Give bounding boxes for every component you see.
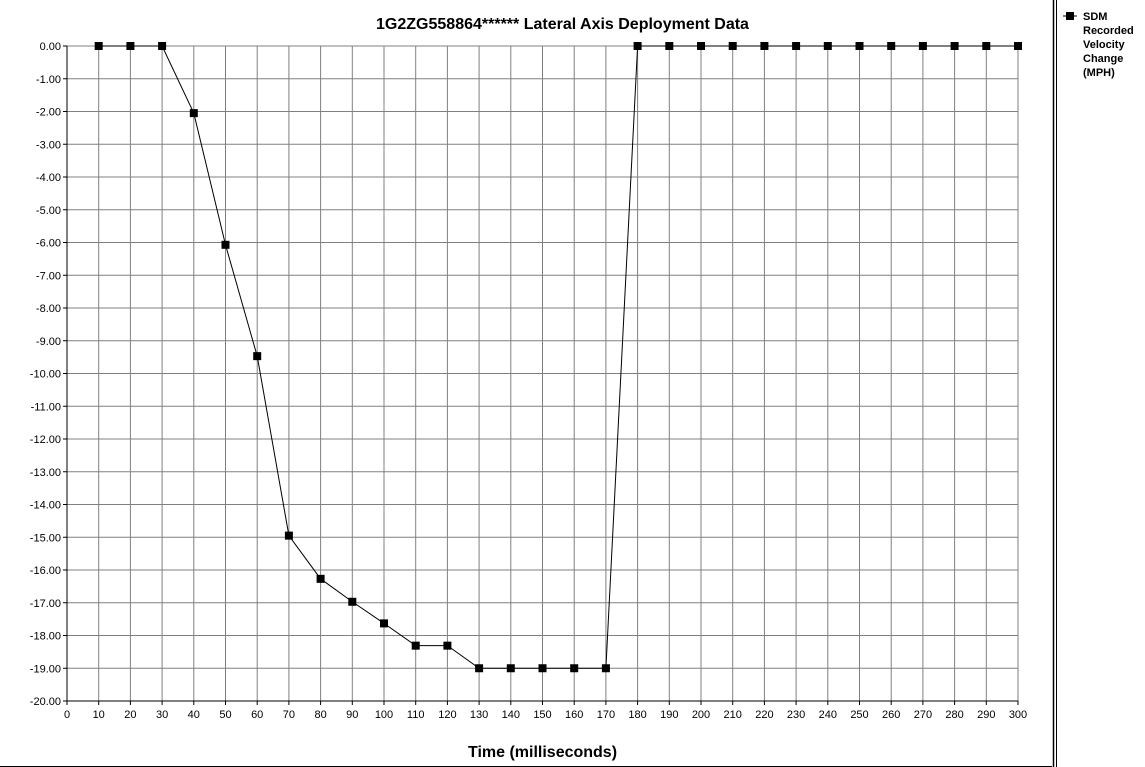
data-point-marker: [443, 641, 452, 650]
x-tick-label: 100: [375, 709, 393, 721]
y-tick-label: -15.00: [30, 532, 61, 544]
x-tick-label: 260: [882, 709, 900, 721]
x-tick-label: 30: [156, 709, 168, 721]
axes: 0.00 -1.00 -2.00 -3.00 -4.00 -5.00 -6.00 -7.00 -…: [30, 41, 1027, 721]
data-point-marker: [411, 641, 420, 650]
data-point-marker: [601, 664, 610, 673]
data-point-marker: [855, 42, 864, 50]
data-point-marker: [665, 42, 674, 50]
data-point-marker: [221, 240, 230, 249]
x-tick-label: 240: [819, 709, 837, 721]
legend: SDM Recorded Velocity Change (MPH): [1063, 11, 1134, 79]
data-point-marker: [506, 664, 515, 673]
y-tick-label: -9.00: [36, 336, 61, 348]
y-tick-label: -5.00: [36, 205, 61, 217]
data-point-marker: [792, 42, 801, 50]
x-tick-label: 170: [597, 709, 615, 721]
x-tick-label: 190: [660, 709, 678, 721]
x-tick-label: 160: [565, 709, 583, 721]
legend-marker: [1066, 12, 1074, 20]
x-tick-label: 120: [438, 709, 456, 721]
x-tick-label: 230: [787, 709, 805, 721]
y-tick-label: -1.00: [36, 74, 61, 86]
data-point-marker: [823, 42, 832, 50]
data-point-marker: [918, 42, 927, 50]
x-tick-label: 80: [314, 709, 326, 721]
data-point-marker: [158, 42, 167, 50]
x-tick-label: 60: [251, 709, 263, 721]
data-point-marker: [633, 42, 642, 50]
x-tick-label: 270: [914, 709, 932, 721]
data-point-marker: [316, 574, 325, 583]
x-tick-label: 40: [188, 709, 200, 721]
x-axis-label: Time (milliseconds): [468, 744, 617, 761]
y-tick-label: -10.00: [30, 369, 61, 381]
data-point-marker: [475, 664, 484, 673]
y-tick-label: 0.00: [40, 41, 61, 53]
y-tick-label: -18.00: [30, 631, 61, 643]
x-tick-label: 290: [977, 709, 995, 721]
data-point-marker: [760, 42, 769, 50]
data-point-marker: [284, 531, 293, 540]
data-point-marker: [1014, 42, 1022, 50]
x-tick-label: 300: [1009, 709, 1027, 721]
x-tick-label: 210: [724, 709, 742, 721]
y-tick-label: -17.00: [30, 598, 61, 610]
x-tick-label: 10: [93, 709, 105, 721]
x-tick-label: 220: [755, 709, 773, 721]
series-layer: [94, 42, 1022, 673]
x-tick-label: 150: [533, 709, 551, 721]
y-tick-label: -6.00: [36, 238, 61, 250]
y-tick-label: -3.00: [36, 139, 61, 151]
data-point-marker: [348, 597, 357, 606]
x-tick-label: 250: [850, 709, 868, 721]
x-tick-label: 90: [346, 709, 358, 721]
data-point-marker: [728, 42, 737, 50]
data-point-marker: [380, 619, 388, 628]
grid: [66, 45, 1019, 702]
chart-title: 1G2ZG558864****** Lateral Axis Deploymen…: [376, 16, 749, 33]
data-point-marker: [697, 42, 705, 50]
y-tick-label: -12.00: [30, 434, 61, 446]
y-tick-label: -16.00: [30, 565, 61, 577]
legend-label-line: Recorded: [1083, 25, 1134, 37]
x-tick-label: 180: [628, 709, 646, 721]
y-tick-label: -20.00: [30, 696, 61, 708]
data-point-marker: [126, 42, 135, 50]
x-tick-label: 110: [407, 709, 425, 721]
y-tick-label: -2.00: [36, 107, 61, 119]
legend-label-line: SDM: [1083, 11, 1107, 23]
legend-label-line: Velocity: [1083, 39, 1125, 51]
x-tick-label: 280: [945, 709, 963, 721]
data-point-marker: [94, 42, 103, 50]
y-tick-label: -8.00: [36, 303, 61, 315]
y-tick-label: -7.00: [36, 270, 61, 282]
x-tick-label: 70: [283, 709, 295, 721]
data-point-marker: [950, 42, 959, 50]
data-point-marker: [538, 664, 547, 673]
series-line: [98, 45, 1018, 669]
x-tick-label: 200: [692, 709, 710, 721]
y-tick-label: -13.00: [30, 467, 61, 479]
x-tick-label: 130: [470, 709, 488, 721]
x-tick-label: 20: [124, 709, 136, 721]
data-point-marker: [570, 664, 579, 673]
data-point-marker: [982, 42, 991, 50]
y-tick-label: -4.00: [36, 172, 61, 184]
data-point-marker: [189, 109, 198, 118]
x-tick-label: 140: [502, 709, 520, 721]
data-point-marker: [887, 42, 896, 50]
data-point-marker: [253, 352, 262, 361]
legend-label-line: (MPH): [1083, 67, 1115, 79]
y-tick-label: -19.00: [30, 663, 61, 675]
legend-label-line: Change: [1083, 53, 1123, 65]
x-tick-label: 0: [64, 709, 70, 721]
y-tick-label: -14.00: [30, 500, 61, 512]
x-tick-label: 50: [219, 709, 231, 721]
y-tick-label: -11.00: [31, 401, 61, 413]
